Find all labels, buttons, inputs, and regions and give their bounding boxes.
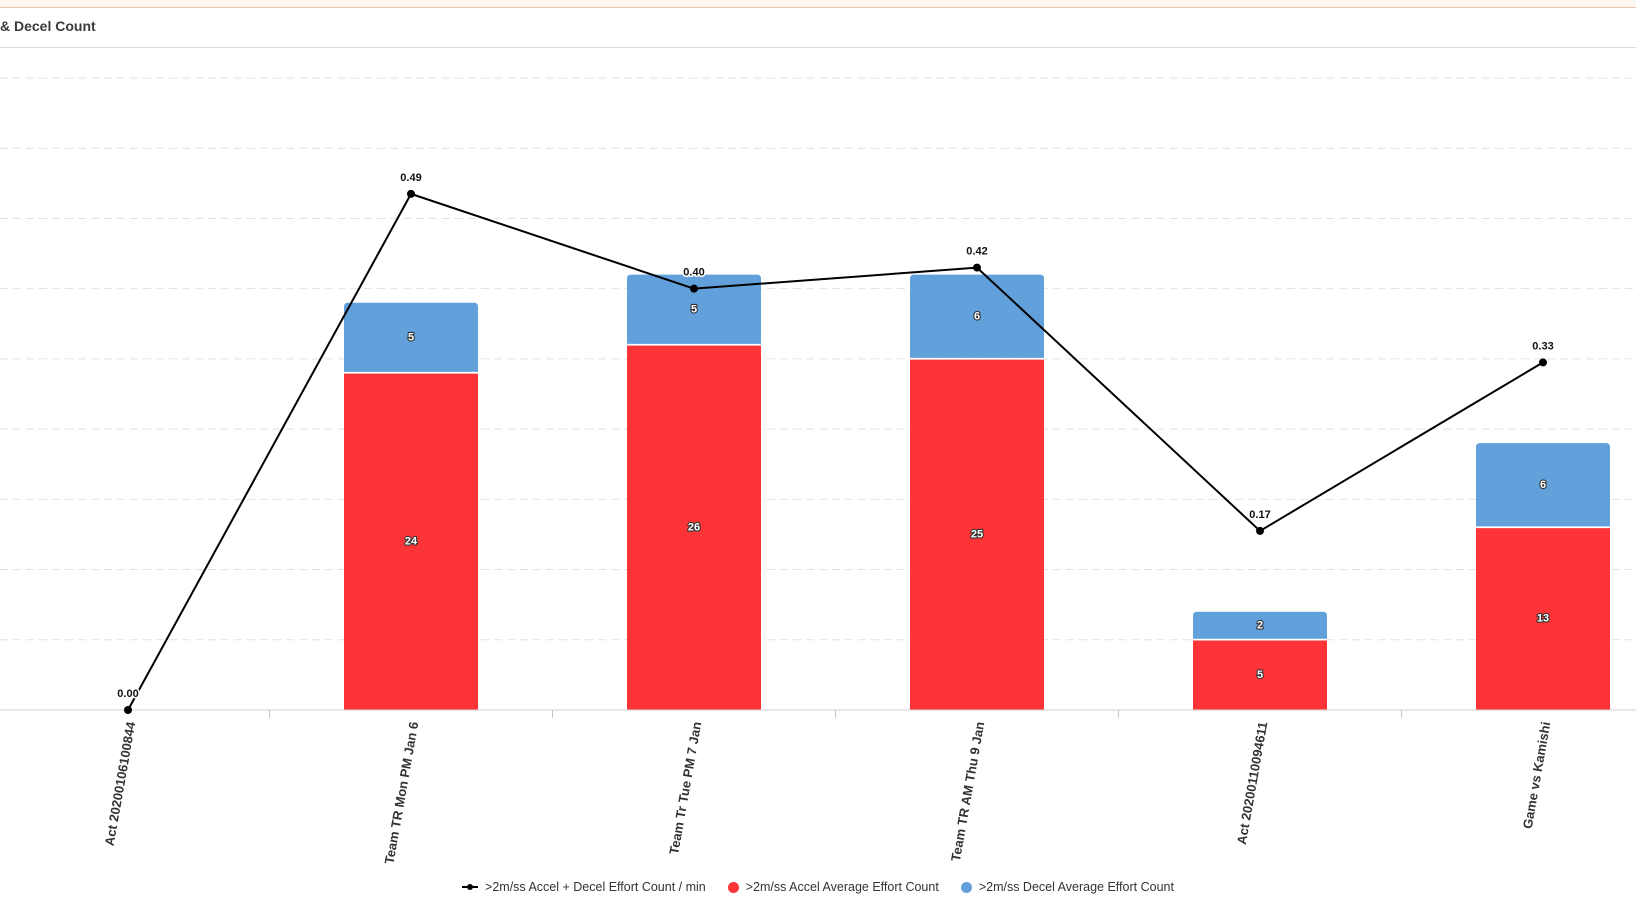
bar-decel-label: 5	[691, 304, 697, 316]
x-tick-label: Act 20200110094611	[1234, 721, 1270, 846]
bar-decel[interactable]	[627, 274, 761, 344]
legend-label-accel: >2m/ss Accel Average Effort Count	[745, 880, 939, 894]
bar-accel[interactable]	[627, 344, 761, 710]
line-point-label: 0.42	[966, 246, 987, 258]
legend-item-accel[interactable]: >2m/ss Accel Average Effort Count	[727, 880, 939, 894]
legend-item-line[interactable]: >2m/ss Accel + Decel Effort Count / min	[462, 880, 706, 894]
gridlines	[0, 77, 1636, 641]
bar-decel[interactable]	[910, 274, 1044, 358]
bar-decel-label: 2	[1257, 620, 1263, 632]
line-point[interactable]	[690, 284, 698, 293]
line-point-label: 0.40	[683, 267, 704, 279]
line-point[interactable]	[1256, 526, 1264, 535]
chart-title: & Decel Count	[0, 18, 96, 34]
title-divider	[0, 47, 1636, 48]
legend-line-icon	[462, 882, 479, 892]
bar-decel[interactable]	[1193, 611, 1327, 639]
x-tick-label: Team Tr Tue PM 7 Jan	[666, 720, 704, 855]
line-point[interactable]	[1539, 358, 1547, 367]
legend-decel-dot-icon	[960, 881, 972, 893]
bar-accel-label: 5	[1257, 669, 1263, 681]
line-effort-per-min[interactable]	[127, 192, 1544, 711]
bar-accel[interactable]	[1476, 527, 1610, 710]
line-point-label: 0.49	[400, 172, 421, 184]
bar-decel-label: 6	[1540, 479, 1546, 491]
bar-series	[344, 274, 1610, 710]
legend-label-line: >2m/ss Accel + Decel Effort Count / min	[485, 880, 706, 894]
line-point[interactable]	[124, 706, 132, 714]
top-strip	[0, 0, 1636, 8]
bar-accel-label: 25	[971, 528, 983, 540]
legend-item-decel[interactable]: >2m/ss Decel Average Effort Count	[960, 880, 1174, 894]
line-point-label: 0.33	[1532, 340, 1553, 352]
bar-decel-label: 5	[408, 332, 414, 344]
bar-accel-label: 24	[405, 535, 418, 547]
bar-decel[interactable]	[1476, 443, 1610, 527]
line-point[interactable]	[407, 189, 415, 198]
bar-accel[interactable]	[1193, 639, 1327, 710]
x-tick-label: Game vs Kamishi	[1520, 721, 1554, 830]
x-axis	[0, 709, 1636, 718]
line-data-labels: 0.00 0.49 0.40 0.42 0.17 0.33	[116, 170, 1555, 701]
bar-decel[interactable]	[344, 302, 478, 372]
legend: >2m/ss Accel + Decel Effort Count / min …	[0, 880, 1636, 894]
x-tick-label: Team TR AM Thu 9 Jan	[948, 720, 987, 862]
line-point-label: 0.00	[117, 688, 138, 700]
line-series	[124, 189, 1547, 714]
legend-accel-dot-icon	[727, 881, 739, 893]
line-point[interactable]	[973, 263, 981, 272]
bar-accel[interactable]	[344, 372, 478, 710]
bar-accel[interactable]	[910, 358, 1044, 710]
bar-accel-label: 13	[1537, 613, 1549, 625]
x-tick-labels: Act 20200106100844 Team TR Mon PM Jan 6 Te…	[102, 720, 1554, 865]
x-tick-label: Team TR Mon PM Jan 6	[382, 721, 422, 866]
legend-label-decel: >2m/ss Decel Average Effort Count	[978, 880, 1174, 894]
x-tick-label: Act 20200106100844	[102, 720, 139, 847]
bar-decel-label: 6	[974, 311, 980, 323]
bar-data-labels: 24 5 26 5 25 6 5 2 13 6	[404, 303, 1550, 682]
bar-accel-label: 26	[688, 521, 700, 533]
line-point-label: 0.17	[1249, 509, 1270, 521]
